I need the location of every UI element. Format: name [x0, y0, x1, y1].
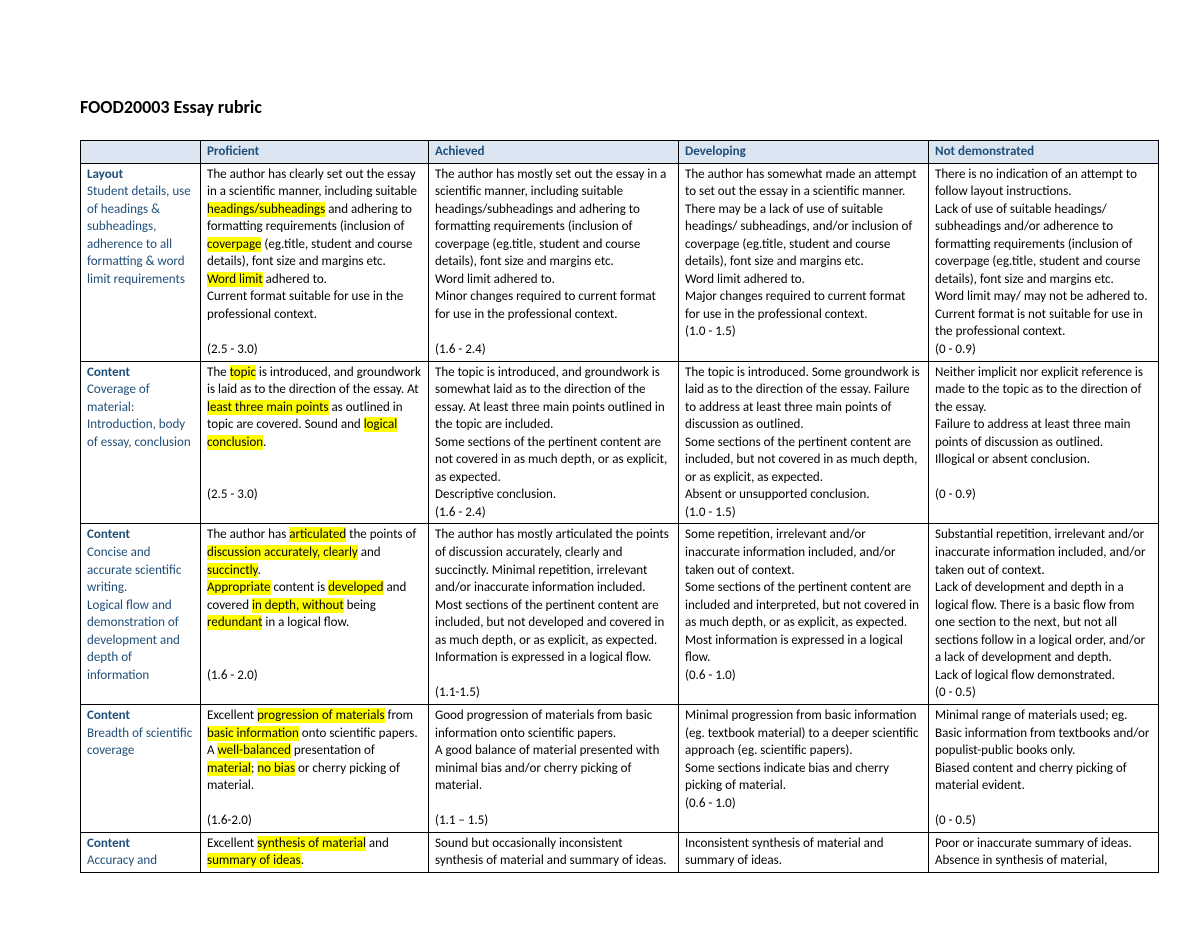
row-label-title: Content [87, 365, 130, 380]
cell-layout-not: There is no indication of an attempt to … [929, 163, 1159, 361]
cell-content3-proficient: Excellent progression of materials from … [201, 704, 429, 832]
row-label-content3: Content Breadth of scientific coverage [81, 704, 201, 832]
cell-content1-not: Neither implicit nor explicit reference … [929, 361, 1159, 524]
header-developing: Developing [679, 141, 929, 164]
cell-content2-not: Substantial repetition, irrelevant and/o… [929, 524, 1159, 704]
score-range: (0 - 0.9) [935, 487, 976, 502]
cell-content1-developing: The topic is introduced. Some groundwork… [679, 361, 929, 524]
table-row: Content Coverage of material: Introducti… [81, 361, 1159, 524]
cell-content4-achieved: Sound but occasionally inconsistent synt… [429, 832, 679, 872]
cell-content1-proficient: The topic is introduced, and groundwork … [201, 361, 429, 524]
score-range: (1.6 - 2.0) [207, 668, 258, 683]
score-range: (1.1 – 1.5) [435, 813, 488, 828]
score-range: (2.5 - 3.0) [207, 342, 258, 357]
cell-content2-developing: Some repetition, irrelevant and/or inacc… [679, 524, 929, 704]
row-label-desc: Concise and accurate scientific writing.… [87, 545, 181, 683]
row-label-desc: Breadth of scientific coverage [87, 726, 192, 759]
table-row: Content Concise and accurate scientific … [81, 524, 1159, 704]
cell-content4-developing: Inconsistent synthesis of material and s… [679, 832, 929, 872]
header-proficient: Proficient [201, 141, 429, 164]
row-label-title: Content [87, 708, 130, 723]
header-achieved: Achieved [429, 141, 679, 164]
score-range: (1.6 - 2.4) [435, 342, 486, 357]
row-label-layout: Layout Student details, use of headings … [81, 163, 201, 361]
row-label-title: Content [87, 527, 130, 542]
cell-content4-not: Poor or inaccurate summary of ideas. Abs… [929, 832, 1159, 872]
cell-content3-not: Minimal range of materials used; eg. Bas… [929, 704, 1159, 832]
table-row: Layout Student details, use of headings … [81, 163, 1159, 361]
cell-content3-achieved: Good progression of materials from basic… [429, 704, 679, 832]
cell-content1-achieved: The topic is introduced, and groundwork … [429, 361, 679, 524]
score-range: (0 - 0.9) [935, 342, 976, 357]
row-label-desc: Coverage of material: Introduction, body… [87, 382, 191, 450]
score-range: (2.5 - 3.0) [207, 487, 258, 502]
row-label-content4: Content Accuracy and [81, 832, 201, 872]
cell-content2-proficient: The author has articulated the points of… [201, 524, 429, 704]
row-label-desc: Student details, use of headings & subhe… [87, 184, 191, 287]
row-label-content1: Content Coverage of material: Introducti… [81, 361, 201, 524]
table-row: Content Accuracy and Excellent synthesis… [81, 832, 1159, 872]
score-range: (0 - 0.5) [935, 685, 976, 700]
cell-content2-achieved: The author has mostly articulated the po… [429, 524, 679, 704]
row-label-desc: Accuracy and [87, 853, 157, 868]
row-label-title: Content [87, 836, 130, 851]
score-range: (1.0 - 1.5) [685, 505, 736, 520]
cell-layout-proficient: The author has clearly set out the essay… [201, 163, 429, 361]
page-title: FOOD20003 Essay rubric [80, 96, 1128, 118]
score-range: (1.1-1.5) [435, 685, 480, 700]
score-range: (0.6 - 1.0) [685, 668, 736, 683]
rubric-table: Proficient Achieved Developing Not demon… [80, 140, 1159, 873]
header-not-demonstrated: Not demonstrated [929, 141, 1159, 164]
table-header-row: Proficient Achieved Developing Not demon… [81, 141, 1159, 164]
cell-content3-developing: Minimal progression from basic informati… [679, 704, 929, 832]
table-row: Content Breadth of scientific coverage E… [81, 704, 1159, 832]
cell-layout-achieved: The author has mostly set out the essay … [429, 163, 679, 361]
row-label-title: Layout [87, 167, 123, 182]
cell-content4-proficient: Excellent synthesis of material and summ… [201, 832, 429, 872]
row-label-content2: Content Concise and accurate scientific … [81, 524, 201, 704]
score-range: (1.6 - 2.4) [435, 505, 486, 520]
score-range: (1.0 - 1.5) [685, 324, 736, 339]
score-range: (1.6-2.0) [207, 813, 252, 828]
score-range: (0.6 - 1.0) [685, 796, 736, 811]
score-range: (0 - 0.5) [935, 813, 976, 828]
header-blank [81, 141, 201, 164]
cell-layout-developing: The author has somewhat made an attempt … [679, 163, 929, 361]
document-page: FOOD20003 Essay rubric Proficient Achiev… [0, 0, 1200, 927]
